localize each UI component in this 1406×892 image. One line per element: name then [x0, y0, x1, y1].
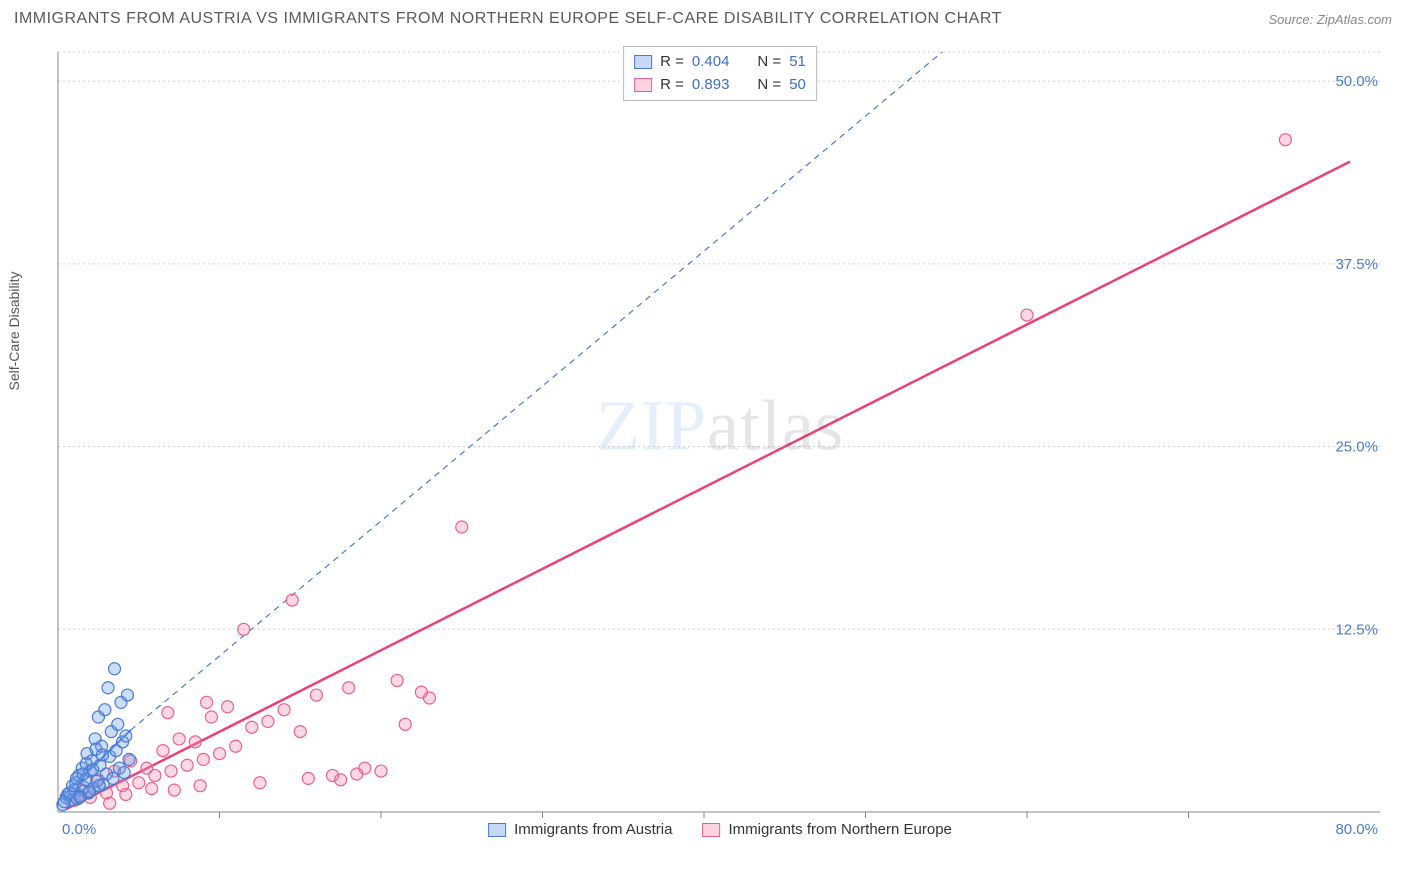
data-point [104, 797, 116, 809]
data-point [168, 784, 180, 796]
data-point [189, 736, 201, 748]
scatter-plot: 12.5% 25.0% 37.5% 50.0% 0.0% 80.0% [50, 42, 1390, 842]
legend-r-value: 0.404 [692, 51, 730, 74]
correlation-legend: R = 0.404 N = 51 R = 0.893 N = 50 [623, 46, 817, 101]
data-point [1021, 309, 1033, 321]
data-point [222, 701, 234, 713]
chart-container: Self-Care Disability 12.5%25.0%37.5%50.0… [50, 42, 1390, 842]
data-point [310, 689, 322, 701]
legend-n-label: N = [757, 74, 781, 97]
legend-swatch [634, 78, 652, 92]
data-point [286, 594, 298, 606]
data-point [109, 663, 121, 675]
source-label: Source: ZipAtlas.com [1268, 12, 1392, 27]
data-point [391, 674, 403, 686]
data-point [1279, 134, 1291, 146]
data-point [194, 780, 206, 792]
y-tick-label: 50.0% [1335, 73, 1378, 90]
data-point [254, 777, 266, 789]
legend-r-label: R = [660, 74, 684, 97]
data-point [120, 730, 132, 742]
data-point [375, 765, 387, 777]
data-point [399, 718, 411, 730]
legend-item: Immigrants from Northern Europe [702, 821, 951, 838]
y-tick-label: 25.0% [1335, 439, 1378, 456]
legend-item: Immigrants from Austria [488, 821, 672, 838]
data-point [102, 682, 114, 694]
legend-r-value: 0.893 [692, 74, 730, 97]
data-point [238, 623, 250, 635]
data-point [181, 759, 193, 771]
legend-n-label: N = [757, 51, 781, 74]
data-point [456, 521, 468, 533]
chart-title: IMMIGRANTS FROM AUSTRIA VS IMMIGRANTS FR… [14, 10, 1002, 28]
data-point [294, 726, 306, 738]
data-point [99, 704, 111, 716]
data-point [120, 788, 132, 800]
legend-swatch [702, 823, 720, 837]
data-point [205, 711, 217, 723]
x-tick-label: 0.0% [62, 821, 96, 838]
data-point [157, 745, 169, 757]
y-tick-label: 37.5% [1335, 256, 1378, 273]
legend-swatch [634, 55, 652, 69]
data-point [230, 740, 242, 752]
data-point [87, 764, 99, 776]
trend-line-pink [66, 162, 1350, 809]
data-point [214, 748, 226, 760]
data-point [335, 774, 347, 786]
data-point [423, 692, 435, 704]
legend-row: R = 0.893 N = 50 [634, 74, 806, 97]
data-point [262, 715, 274, 727]
data-point [201, 696, 213, 708]
data-point [197, 753, 209, 765]
data-point [146, 783, 158, 795]
data-point [162, 707, 174, 719]
y-axis-label: Self-Care Disability [6, 271, 22, 390]
data-point [165, 765, 177, 777]
legend-label: Immigrants from Northern Europe [728, 821, 951, 838]
data-point [93, 780, 105, 792]
x-tick-label: 80.0% [1335, 821, 1378, 838]
legend-n-value: 50 [789, 74, 806, 97]
data-point [112, 718, 124, 730]
data-point [96, 749, 108, 761]
data-point [121, 689, 133, 701]
data-point [133, 777, 145, 789]
data-point [302, 772, 314, 784]
legend-r-label: R = [660, 51, 684, 74]
legend-swatch [488, 823, 506, 837]
y-tick-label: 12.5% [1335, 621, 1378, 638]
data-point [149, 769, 161, 781]
data-point [173, 733, 185, 745]
data-point [343, 682, 355, 694]
data-point [118, 767, 130, 779]
data-point [351, 768, 363, 780]
data-point [246, 721, 258, 733]
data-point [123, 753, 135, 765]
legend-row: R = 0.404 N = 51 [634, 51, 806, 74]
data-point [278, 704, 290, 716]
series-legend: Immigrants from Austria Immigrants from N… [488, 821, 952, 838]
trend-line-blue-dashed [131, 52, 943, 730]
legend-label: Immigrants from Austria [514, 821, 672, 838]
legend-n-value: 51 [789, 51, 806, 74]
